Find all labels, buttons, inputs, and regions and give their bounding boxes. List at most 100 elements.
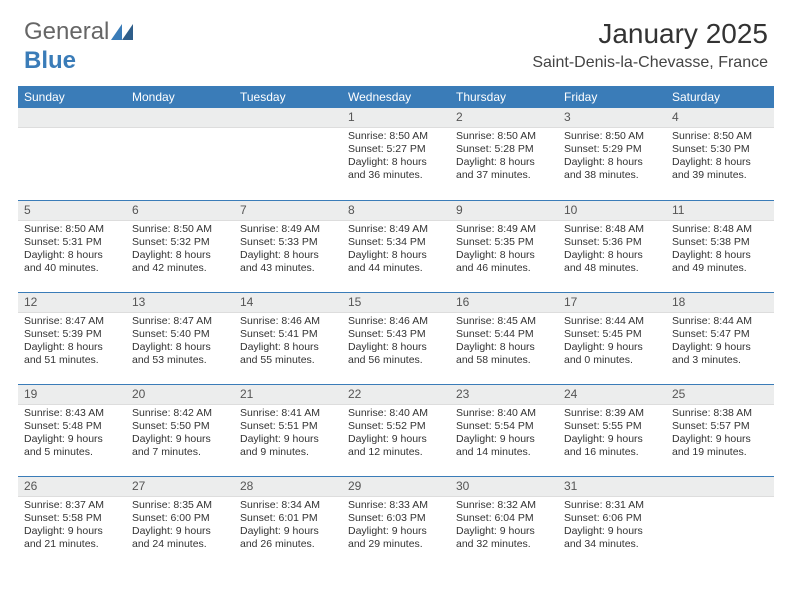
day-sunrise: Sunrise: 8:34 AM xyxy=(240,499,336,512)
calendar-table: Sunday Monday Tuesday Wednesday Thursday… xyxy=(18,86,774,568)
day-daylight1: Daylight: 9 hours xyxy=(348,433,444,446)
day-number: 9 xyxy=(450,200,558,221)
day-sunrise: Sunrise: 8:47 AM xyxy=(132,315,228,328)
day-sunset: Sunset: 5:36 PM xyxy=(564,236,660,249)
weekday-header: Friday xyxy=(558,86,666,108)
calendar-day-cell: 2Sunrise: 8:50 AMSunset: 5:28 PMDaylight… xyxy=(450,108,558,200)
day-content: Sunrise: 8:44 AMSunset: 5:47 PMDaylight:… xyxy=(666,313,774,372)
calendar-week-row: 12Sunrise: 8:47 AMSunset: 5:39 PMDayligh… xyxy=(18,292,774,384)
day-content: Sunrise: 8:33 AMSunset: 6:03 PMDaylight:… xyxy=(342,497,450,556)
day-sunset: Sunset: 5:58 PM xyxy=(24,512,120,525)
day-content: Sunrise: 8:48 AMSunset: 5:36 PMDaylight:… xyxy=(558,221,666,280)
day-content: Sunrise: 8:49 AMSunset: 5:34 PMDaylight:… xyxy=(342,221,450,280)
day-number: 12 xyxy=(18,292,126,313)
day-daylight1: Daylight: 8 hours xyxy=(672,156,768,169)
day-content: Sunrise: 8:32 AMSunset: 6:04 PMDaylight:… xyxy=(450,497,558,556)
day-content: Sunrise: 8:46 AMSunset: 5:43 PMDaylight:… xyxy=(342,313,450,372)
calendar-day-cell xyxy=(234,108,342,200)
day-content: Sunrise: 8:44 AMSunset: 5:45 PMDaylight:… xyxy=(558,313,666,372)
day-daylight2: and 39 minutes. xyxy=(672,169,768,182)
day-daylight1: Daylight: 9 hours xyxy=(132,433,228,446)
day-sunrise: Sunrise: 8:48 AM xyxy=(672,223,768,236)
day-sunrise: Sunrise: 8:33 AM xyxy=(348,499,444,512)
day-sunrise: Sunrise: 8:32 AM xyxy=(456,499,552,512)
calendar-week-row: 1Sunrise: 8:50 AMSunset: 5:27 PMDaylight… xyxy=(18,108,774,200)
calendar-day-cell: 9Sunrise: 8:49 AMSunset: 5:35 PMDaylight… xyxy=(450,200,558,292)
day-sunrise: Sunrise: 8:45 AM xyxy=(456,315,552,328)
day-number: 14 xyxy=(234,292,342,313)
day-content: Sunrise: 8:45 AMSunset: 5:44 PMDaylight:… xyxy=(450,313,558,372)
day-sunrise: Sunrise: 8:31 AM xyxy=(564,499,660,512)
day-daylight2: and 0 minutes. xyxy=(564,354,660,367)
day-sunrise: Sunrise: 8:46 AM xyxy=(240,315,336,328)
day-number: 6 xyxy=(126,200,234,221)
day-sunset: Sunset: 6:03 PM xyxy=(348,512,444,525)
day-daylight1: Daylight: 9 hours xyxy=(672,341,768,354)
day-sunrise: Sunrise: 8:49 AM xyxy=(348,223,444,236)
day-daylight1: Daylight: 8 hours xyxy=(672,249,768,262)
day-sunset: Sunset: 6:00 PM xyxy=(132,512,228,525)
day-number: 1 xyxy=(342,108,450,128)
day-number xyxy=(18,108,126,128)
day-sunrise: Sunrise: 8:43 AM xyxy=(24,407,120,420)
day-daylight2: and 19 minutes. xyxy=(672,446,768,459)
day-number: 3 xyxy=(558,108,666,128)
day-sunset: Sunset: 6:01 PM xyxy=(240,512,336,525)
day-daylight2: and 26 minutes. xyxy=(240,538,336,551)
calendar-day-cell: 11Sunrise: 8:48 AMSunset: 5:38 PMDayligh… xyxy=(666,200,774,292)
calendar-day-cell: 4Sunrise: 8:50 AMSunset: 5:30 PMDaylight… xyxy=(666,108,774,200)
day-content: Sunrise: 8:48 AMSunset: 5:38 PMDaylight:… xyxy=(666,221,774,280)
day-content: Sunrise: 8:46 AMSunset: 5:41 PMDaylight:… xyxy=(234,313,342,372)
day-daylight2: and 46 minutes. xyxy=(456,262,552,275)
day-content: Sunrise: 8:40 AMSunset: 5:52 PMDaylight:… xyxy=(342,405,450,464)
day-number: 2 xyxy=(450,108,558,128)
day-sunrise: Sunrise: 8:41 AM xyxy=(240,407,336,420)
day-content: Sunrise: 8:47 AMSunset: 5:39 PMDaylight:… xyxy=(18,313,126,372)
day-sunrise: Sunrise: 8:47 AM xyxy=(24,315,120,328)
day-content: Sunrise: 8:50 AMSunset: 5:28 PMDaylight:… xyxy=(450,128,558,187)
day-sunrise: Sunrise: 8:50 AM xyxy=(348,130,444,143)
calendar-week-row: 26 Sunrise: 8:37 AMSunset: 5:58 PMDayligh… xyxy=(18,476,774,568)
day-sunset: Sunset: 5:34 PM xyxy=(348,236,444,249)
day-daylight1: Daylight: 8 hours xyxy=(456,156,552,169)
day-content: Sunrise: 8:50 AMSunset: 5:27 PMDaylight:… xyxy=(342,128,450,187)
day-daylight2: and 24 minutes. xyxy=(132,538,228,551)
day-daylight2: and 36 minutes. xyxy=(348,169,444,182)
day-daylight2: and 5 minutes. xyxy=(24,446,120,459)
calendar-day-cell: 26 Sunrise: 8:37 AMSunset: 5:58 PMDayligh… xyxy=(18,476,126,568)
day-content: Sunrise: 8:39 AMSunset: 5:55 PMDaylight:… xyxy=(558,405,666,464)
day-number xyxy=(234,108,342,128)
weekday-header: Wednesday xyxy=(342,86,450,108)
day-daylight1: Daylight: 9 hours xyxy=(24,433,120,446)
day-number: 26 xyxy=(18,476,126,497)
calendar-week-row: 19Sunrise: 8:43 AMSunset: 5:48 PMDayligh… xyxy=(18,384,774,476)
calendar-day-cell: 14Sunrise: 8:46 AMSunset: 5:41 PMDayligh… xyxy=(234,292,342,384)
day-daylight2: and 12 minutes. xyxy=(348,446,444,459)
day-number: 20 xyxy=(126,384,234,405)
calendar-day-cell: 25Sunrise: 8:38 AMSunset: 5:57 PMDayligh… xyxy=(666,384,774,476)
day-daylight1: Daylight: 9 hours xyxy=(672,433,768,446)
day-daylight2: and 29 minutes. xyxy=(348,538,444,551)
day-content: Sunrise: 8:38 AMSunset: 5:57 PMDaylight:… xyxy=(666,405,774,464)
day-content: Sunrise: 8:49 AMSunset: 5:33 PMDaylight:… xyxy=(234,221,342,280)
day-number: 11 xyxy=(666,200,774,221)
day-sunset: Sunset: 5:30 PM xyxy=(672,143,768,156)
day-content: Sunrise: 8:50 AMSunset: 5:32 PMDaylight:… xyxy=(126,221,234,280)
calendar-day-cell: 15Sunrise: 8:46 AMSunset: 5:43 PMDayligh… xyxy=(342,292,450,384)
logo-text-blue: Blue xyxy=(24,47,76,74)
day-sunrise: Sunrise: 8:37 AM xyxy=(24,499,120,512)
day-daylight1: Daylight: 8 hours xyxy=(24,341,120,354)
day-number: 4 xyxy=(666,108,774,128)
day-number: 10 xyxy=(558,200,666,221)
day-daylight2: and 40 minutes. xyxy=(24,262,120,275)
day-number: 27 xyxy=(126,476,234,497)
day-sunrise: Sunrise: 8:50 AM xyxy=(24,223,120,236)
day-sunrise: Sunrise: 8:35 AM xyxy=(132,499,228,512)
calendar-day-cell: 7Sunrise: 8:49 AMSunset: 5:33 PMDaylight… xyxy=(234,200,342,292)
day-sunrise: Sunrise: 8:44 AM xyxy=(672,315,768,328)
day-content: Sunrise: 8:50 AMSunset: 5:30 PMDaylight:… xyxy=(666,128,774,187)
day-number: 28 xyxy=(234,476,342,497)
day-daylight1: Daylight: 9 hours xyxy=(24,525,120,538)
day-daylight2: and 56 minutes. xyxy=(348,354,444,367)
day-sunrise: Sunrise: 8:48 AM xyxy=(564,223,660,236)
